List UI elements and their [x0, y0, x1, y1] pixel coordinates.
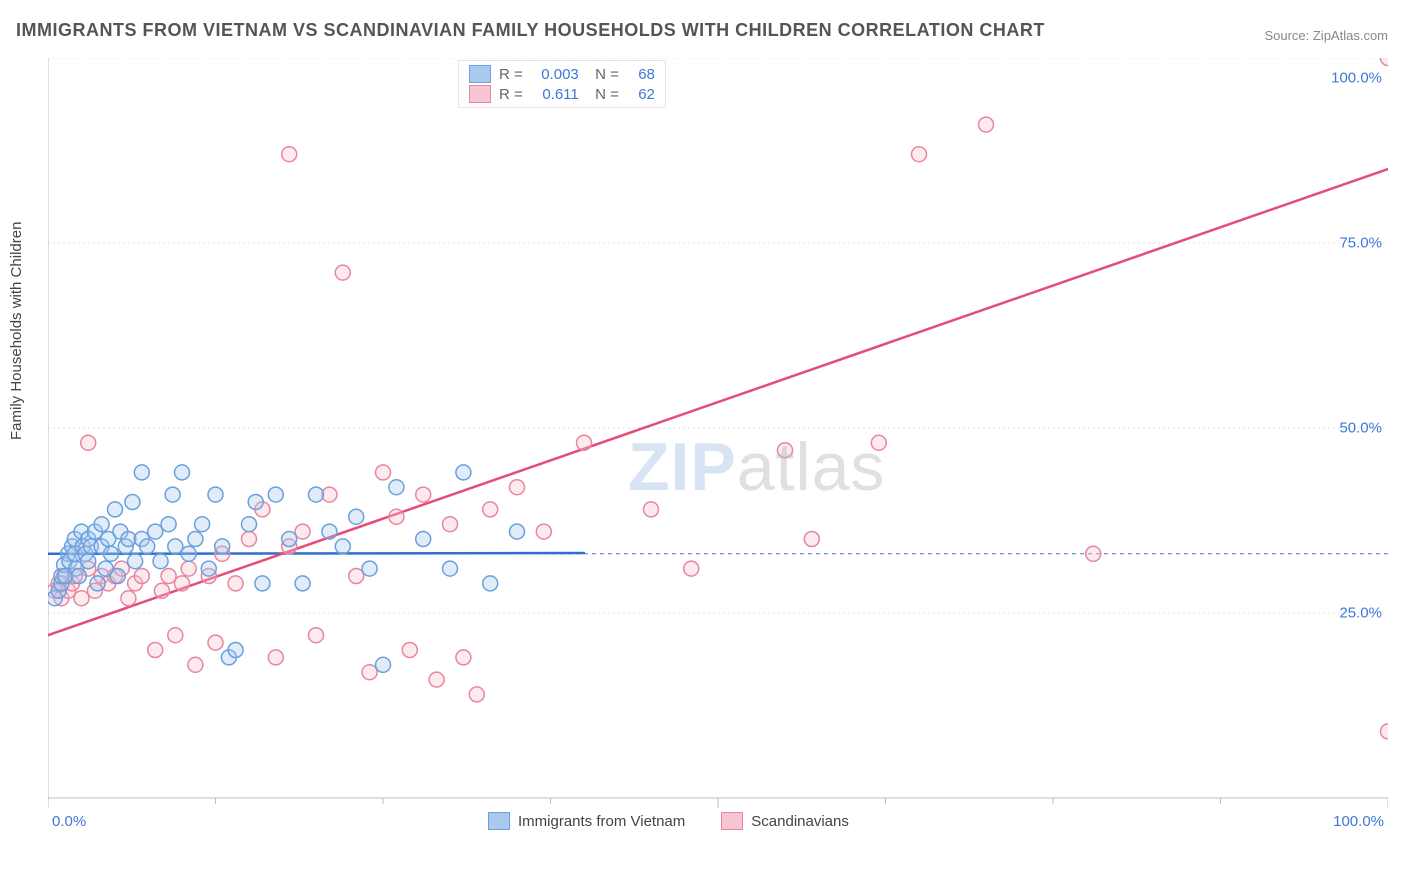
source-label: Source: ZipAtlas.com — [1264, 28, 1388, 43]
legend-swatch-pink — [721, 812, 743, 830]
legend-stats: R = 0.003 N = 68 R = 0.611 N = 62 — [458, 60, 666, 108]
legend-r-value-1: 0.003 — [531, 66, 579, 83]
y-tick-100: 100.0% — [1331, 70, 1382, 87]
y-tick-25: 25.0% — [1339, 605, 1382, 622]
legend-r-value-2: 0.611 — [531, 86, 579, 103]
y-tick-75: 75.0% — [1339, 235, 1382, 252]
legend-n-value-2: 62 — [627, 86, 655, 103]
legend-item-2: Scandinavians — [721, 808, 849, 830]
legend-label-2: Scandinavians — [751, 813, 849, 830]
legend-n-label: N = — [587, 66, 619, 83]
legend-r-label: R = — [499, 66, 523, 83]
legend-swatch-blue — [488, 812, 510, 830]
legend-item-1: Immigrants from Vietnam — [488, 808, 685, 830]
legend-n-value-1: 68 — [627, 66, 655, 83]
y-tick-50: 50.0% — [1339, 420, 1382, 437]
y-axis-label: Family Households with Children — [8, 222, 25, 440]
x-tick-100: 100.0% — [1333, 813, 1384, 830]
legend-label-1: Immigrants from Vietnam — [518, 813, 685, 830]
chart-title: IMMIGRANTS FROM VIETNAM VS SCANDINAVIAN … — [16, 20, 1045, 41]
legend-n-label: N = — [587, 86, 619, 103]
legend-series: Immigrants from Vietnam Scandinavians — [488, 808, 849, 830]
legend-stats-row-2: R = 0.611 N = 62 — [469, 85, 655, 103]
legend-swatch-pink — [469, 85, 491, 103]
legend-stats-row-1: R = 0.003 N = 68 — [469, 65, 655, 83]
legend-swatch-blue — [469, 65, 491, 83]
x-tick-0: 0.0% — [52, 813, 86, 830]
chart-plot-area: ZIPatlas 25.0% 50.0% 75.0% 100.0% 0.0% 1… — [48, 58, 1388, 828]
chart-svg — [48, 58, 1388, 828]
legend-r-label: R = — [499, 86, 523, 103]
